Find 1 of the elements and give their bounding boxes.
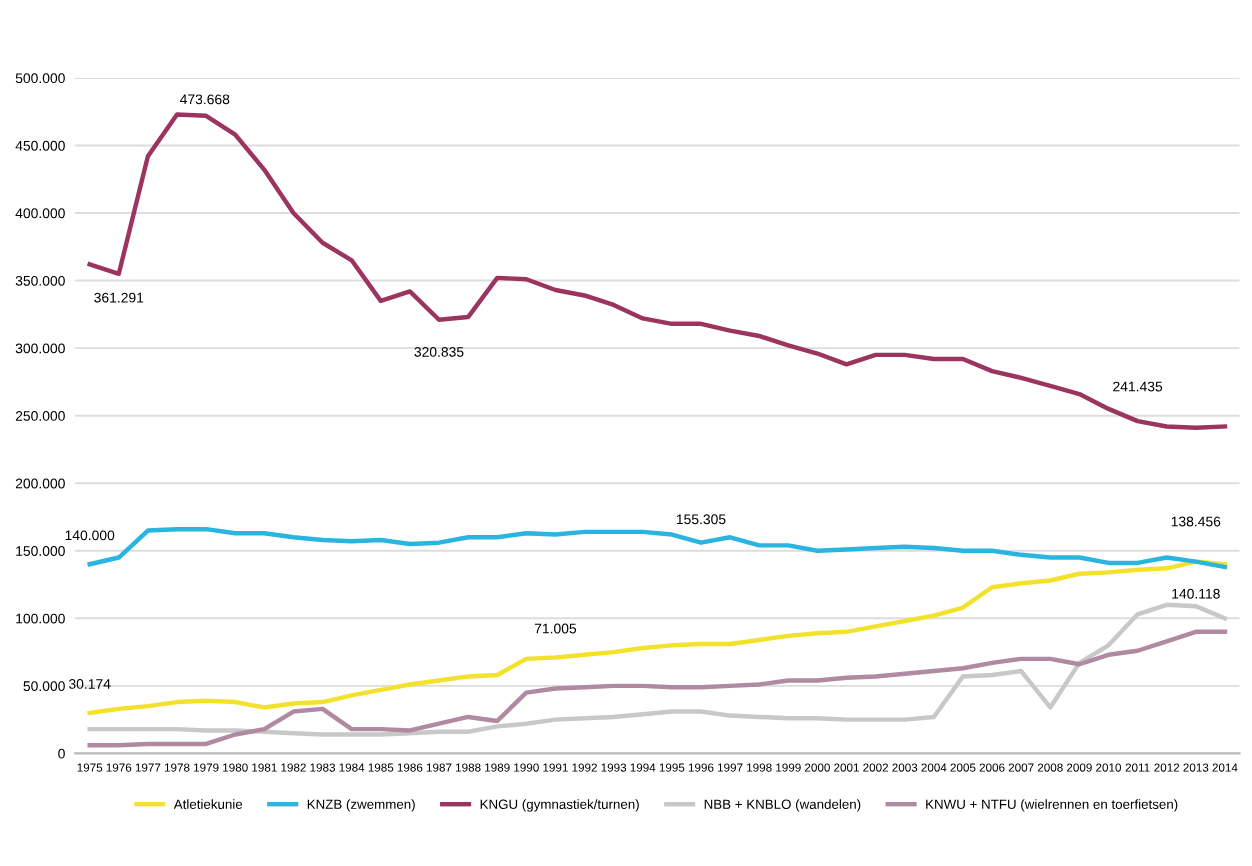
line-series [87, 112, 1228, 431]
